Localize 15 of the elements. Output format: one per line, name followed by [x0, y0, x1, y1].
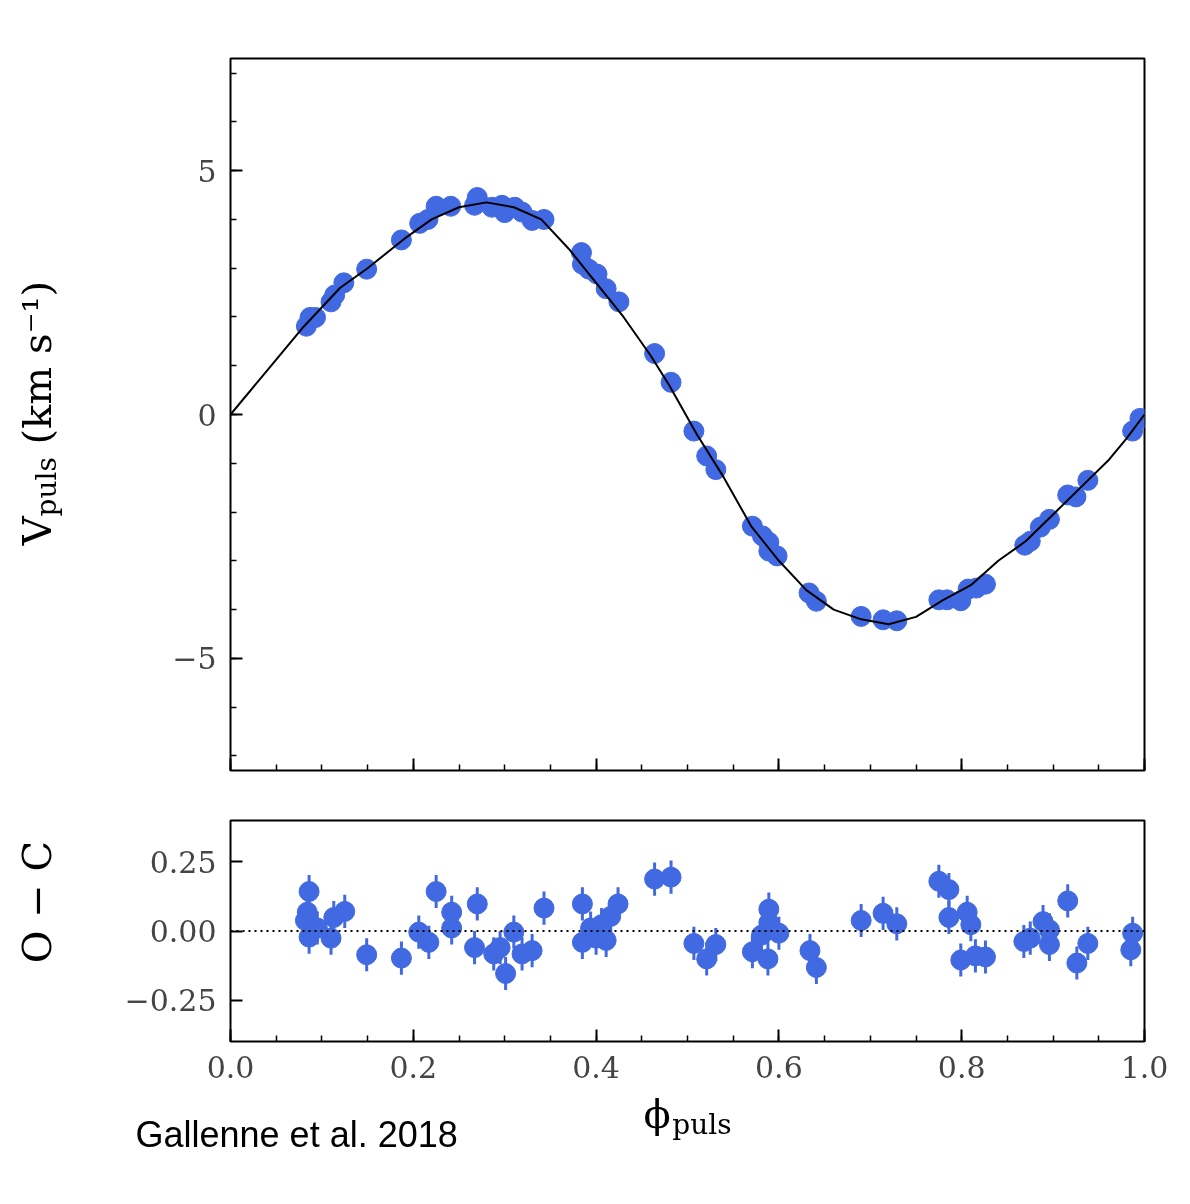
x-tick-label: 0.8	[937, 1049, 986, 1085]
y-tick-label: 0.25	[149, 844, 217, 880]
y-axis-title: O − C	[13, 840, 60, 964]
x-tick-label: 1.0	[1120, 1049, 1169, 1085]
y-tick-label: 5	[197, 153, 217, 189]
y-tick-label: −0.25	[124, 983, 217, 1019]
y-tick-label: −5	[172, 641, 217, 677]
x-tick-label: 0.0	[206, 1049, 255, 1085]
x-tick-label: 0.4	[572, 1049, 620, 1085]
y-axis-title: Vpuls (km s⁻¹)	[13, 280, 63, 547]
x-tick-label: 0.2	[389, 1049, 438, 1085]
y-tick-label: 0.00	[149, 914, 217, 949]
y-tick-label: 0	[197, 397, 217, 433]
text: Gallenne et al. 2018	[135, 1114, 458, 1155]
x-tick-label: 0.6	[755, 1049, 803, 1085]
